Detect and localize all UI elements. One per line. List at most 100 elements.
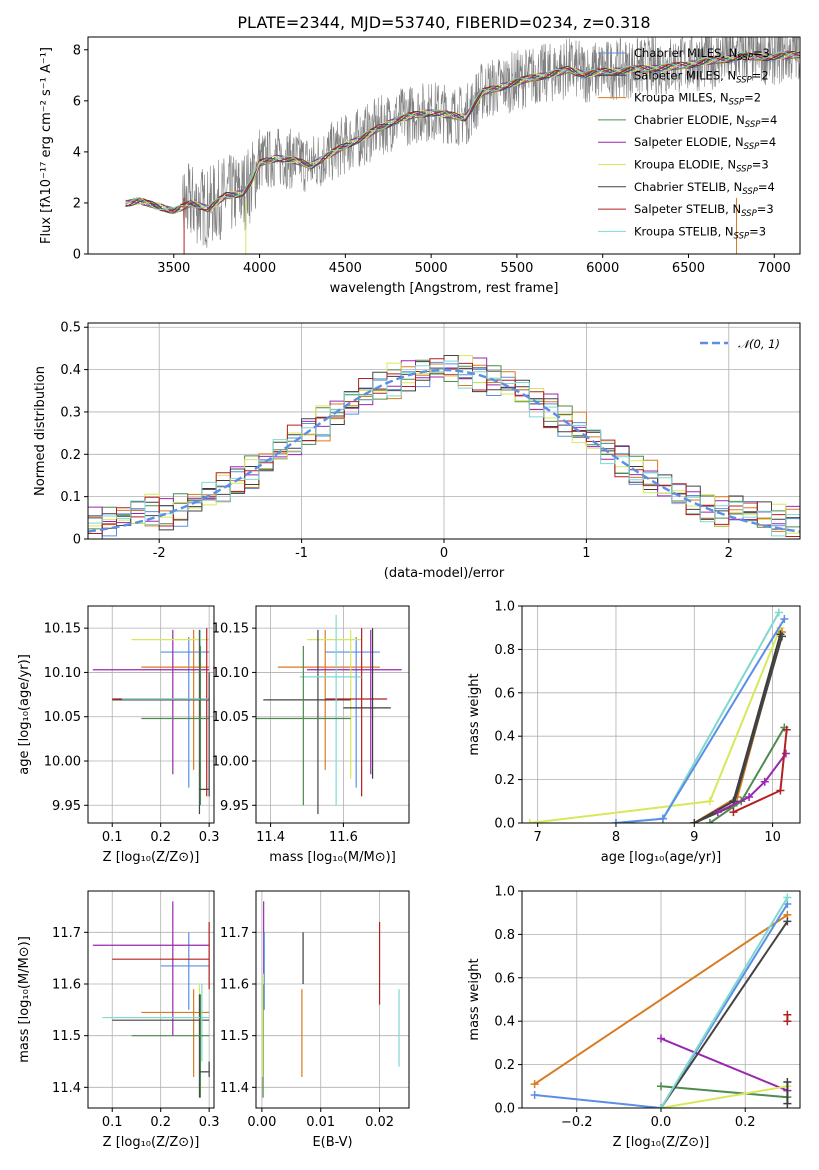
series-line: [660, 1085, 788, 1108]
age-vs-mass-frame: [255, 605, 410, 824]
x-tick-label: 0.1: [102, 830, 123, 845]
series-marker: [783, 1017, 792, 1026]
x-tick-label: 6000: [586, 261, 619, 276]
series-line: [660, 1085, 788, 1099]
series-marker: [782, 725, 791, 734]
mass-vs-ebv-points: [261, 901, 400, 1098]
mass-vs-Z-frame: [87, 890, 215, 1109]
y-tick-label: 0.4: [60, 363, 81, 378]
x-tick-label: 4500: [329, 261, 362, 276]
series-marker: [745, 792, 754, 801]
model-spectrum: [125, 50, 800, 215]
y-tick-label: 11.5: [52, 1029, 81, 1044]
spectrum-lines: [125, 37, 800, 254]
y-axis-label: Normed distribution: [33, 366, 48, 496]
y-tick-label: 8: [73, 43, 81, 58]
weight-vs-Z-series: [530, 893, 792, 1108]
y-tick-label: 1.0: [494, 885, 515, 900]
series-line: [534, 903, 789, 1108]
histogram-axes: -2 -1 0 1 2 0 0.1 0.2 0.3 0.4 0.5 (data-model)/erro…: [33, 321, 800, 581]
histogram-frame: [87, 322, 801, 540]
series-marker: [783, 917, 792, 926]
series-marker: [530, 1090, 539, 1099]
series-marker: [783, 1099, 792, 1108]
model-spectrum: [125, 53, 800, 212]
legend-label: Chabrier MILES, NSSP=3: [634, 46, 770, 63]
x-tick-label: 11.4: [256, 830, 285, 845]
series-marker: [760, 777, 769, 786]
legend-label: Chabrier ELODIE, NSSP=4: [634, 113, 777, 130]
x-tick-label: 7000: [758, 261, 791, 276]
y-axis-label: mass weight: [467, 673, 482, 755]
series-marker: [525, 819, 534, 823]
x-tick-label: 0.2: [150, 830, 171, 845]
weight-vs-Z-frame: [521, 890, 801, 1109]
y-tick-label: 0.8: [494, 928, 515, 943]
x-axis-label: mass [log₁₀(M/M⊙)]: [269, 850, 396, 865]
spectrum-frame: [87, 36, 801, 255]
y-tick-label: 11.6: [52, 978, 81, 993]
x-tick-label: 10: [764, 830, 781, 845]
x-tick-label: −0.2: [561, 1115, 593, 1130]
x-tick-label: 5000: [415, 261, 448, 276]
x-tick-label: 8: [612, 830, 620, 845]
x-tick-label: 0.2: [150, 1115, 171, 1130]
legend-label: Salpeter STELIB, NSSP=3: [634, 202, 774, 219]
x-tick-label: 5500: [500, 261, 533, 276]
x-tick-label: 0: [440, 546, 448, 561]
series-marker: [783, 893, 792, 902]
y-tick-label: 0.2: [494, 773, 515, 788]
data-spectrum: [125, 37, 800, 248]
y-tick-label: 9.95: [52, 799, 81, 814]
series-marker: [783, 1077, 792, 1086]
y-tick-label: 10.05: [212, 710, 249, 725]
series-marker: [657, 1082, 665, 1091]
figure-title: PLATE=2344, MJD=53740, FIBERID=0234, z=0…: [237, 13, 650, 32]
series-marker: [705, 819, 714, 823]
x-axis-label: (data-model)/error: [384, 566, 505, 581]
x-tick-label: 0.00: [247, 1115, 276, 1130]
age-vs-mass-points: [256, 614, 402, 815]
legend-label: Kroupa STELIB, NSSP=3: [634, 224, 766, 241]
series-marker: [611, 819, 620, 823]
series-marker: [658, 814, 667, 823]
y-tick-label: 0.8: [494, 643, 515, 658]
y-tick-label: 0.4: [494, 730, 515, 745]
y-tick-label: 2: [73, 196, 81, 211]
y-tick-label: 11.4: [52, 1081, 81, 1096]
y-tick-label: 11.6: [220, 978, 249, 993]
series-marker: [729, 808, 738, 817]
x-axis-label: E(B-V): [312, 1135, 352, 1150]
series-line: [693, 631, 783, 823]
mass-vs-Z-points: [92, 901, 210, 1098]
histogram-series: [88, 355, 800, 539]
x-axis-label: wavelength [Angstrom, rest frame]: [330, 281, 559, 296]
y-tick-label: 0.2: [60, 448, 81, 463]
x-tick-label: 0.3: [199, 830, 220, 845]
legend-label: Kroupa MILES, NSSP=2: [634, 91, 761, 108]
age-vs-mass-axes: 11.4 11.6 9.95 10.00 10.05 10.10 10.15 mass [lo…: [212, 606, 409, 865]
y-tick-label: 0: [73, 248, 81, 263]
y-axis-label: mass [log₁₀(M/M⊙)]: [17, 936, 32, 1063]
x-tick-label: -1: [295, 546, 308, 561]
x-tick-label: 1: [582, 546, 590, 561]
series-marker: [690, 819, 699, 823]
age-vs-Z-points: [92, 628, 210, 815]
x-tick-label: 0.0: [651, 1115, 672, 1130]
x-tick-label: 3500: [157, 261, 190, 276]
y-tick-label: 10.10: [44, 666, 81, 681]
y-tick-label: 6: [73, 94, 81, 109]
y-tick-label: 11.4: [220, 1081, 249, 1096]
x-tick-label: -2: [153, 546, 166, 561]
x-tick-label: 0.2: [735, 1115, 756, 1130]
x-axis-label: Z [log₁₀(Z/Z⊙)]: [103, 1135, 200, 1150]
x-tick-label: 4000: [243, 261, 276, 276]
y-tick-label: 0.4: [494, 1015, 515, 1030]
series-line: [660, 896, 789, 1108]
y-axis-label: Flux [fλ10⁻¹⁷ erg cm⁻² s⁻¹ A⁻¹]: [39, 47, 54, 244]
legend-label: Chabrier STELIB, NSSP=4: [634, 180, 775, 197]
y-tick-label: 0.3: [60, 405, 81, 420]
series-marker: [705, 797, 714, 806]
x-tick-label: 0.3: [199, 1115, 220, 1130]
